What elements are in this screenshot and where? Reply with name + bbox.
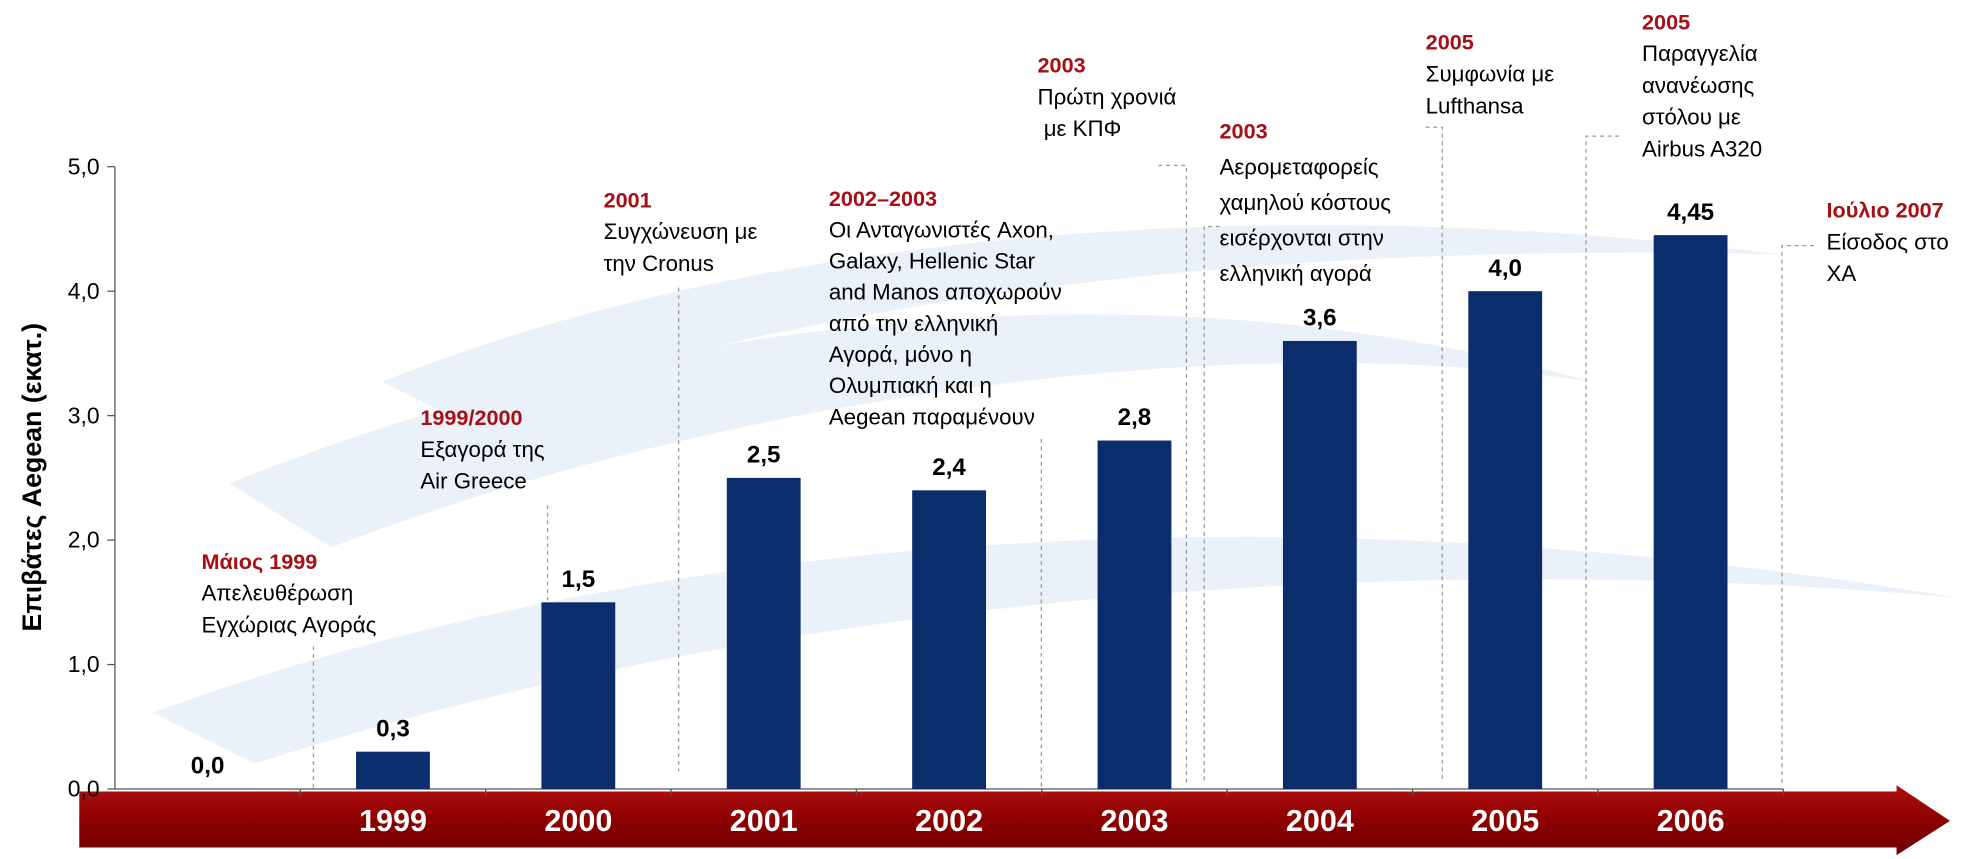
x-tick-label: 2001 — [730, 804, 798, 838]
leader-line — [1203, 225, 1220, 783]
value-label: 4,0 — [1488, 255, 1522, 282]
background-swoosh — [153, 225, 1961, 764]
y-tick-label: 3,0 — [68, 402, 100, 428]
annotation-date: Ιούλιο 2007 — [1827, 198, 1944, 223]
annotation-text: Συμφωνία με — [1426, 61, 1555, 86]
annotation-text: εισέρχονται στην — [1220, 226, 1384, 251]
value-label: 4,45 — [1667, 199, 1714, 226]
annotation-text: την Cronus — [604, 251, 714, 276]
value-label: 0,3 — [376, 715, 410, 742]
value-label: 1,5 — [562, 566, 596, 593]
value-label: 2,4 — [932, 454, 966, 481]
annotation-text: Αερομεταφορείς — [1220, 154, 1379, 179]
y-tick-label: 4,0 — [68, 278, 100, 304]
y-tick-label: 0,0 — [68, 776, 100, 802]
annotation-text: Συγχώνευση με — [604, 219, 758, 244]
annotation-text: ΧΑ — [1827, 261, 1857, 286]
annotation-text: ανανέωσης — [1642, 73, 1754, 98]
annotation-date: 2001 — [604, 187, 652, 212]
x-tick-label: 2004 — [1286, 804, 1354, 838]
y-tick-label: 1,0 — [68, 651, 100, 677]
annotation-date: 2003 — [1220, 119, 1268, 144]
annotation-text: χαμηλού κόστους — [1220, 190, 1392, 215]
annotation-text: Aegean παραμένουν — [829, 404, 1035, 429]
annotation-text: Εξαγορά της — [420, 437, 545, 462]
annotation-date: 2002–2003 — [829, 186, 937, 211]
bar — [1282, 340, 1357, 790]
leader-line — [1781, 244, 1814, 783]
annotation-text: Galaxy, Hellenic Star — [829, 249, 1036, 274]
leader-line — [1158, 164, 1188, 783]
y-tick-label: 5,0 — [68, 153, 100, 179]
x-tick-label: 2002 — [915, 804, 983, 838]
annotation-text: Ολυμπιακή και η — [829, 373, 992, 398]
y-tick-label: 2,0 — [68, 527, 100, 553]
bar — [356, 751, 430, 790]
annotation-text: Lufthansa — [1426, 93, 1524, 118]
leader-line — [1425, 126, 1443, 783]
annotation-text: Πρώτη χρονιά — [1038, 84, 1177, 109]
annotation-date: 2005 — [1426, 30, 1474, 55]
value-label: 2,8 — [1118, 404, 1152, 431]
x-tick-label: 2000 — [544, 804, 612, 838]
annotation-text: Απελευθέρωση — [201, 581, 353, 606]
bar — [1097, 440, 1172, 790]
annotation-text: Airbus A320 — [1642, 137, 1762, 162]
annotation-date: Μάιος 1999 — [201, 549, 317, 574]
annotation-text: με ΚΠΦ — [1038, 116, 1122, 141]
value-label: 2,5 — [747, 442, 781, 469]
annotation-date: 1999/2000 — [420, 405, 522, 430]
annotation-text: Air Greece — [420, 469, 526, 494]
annotation-date: 2003 — [1038, 53, 1086, 78]
x-tick-label: 2005 — [1471, 804, 1539, 838]
bar — [1468, 291, 1543, 790]
bar — [1653, 235, 1728, 790]
annotation-text: Εγχώριας Αγοράς — [201, 612, 376, 637]
value-label: 3,6 — [1303, 305, 1337, 332]
annotation-text: Οι Ανταγωνιστές Axon, — [829, 217, 1054, 242]
bar — [726, 477, 801, 790]
annotation-text: Αγορά, μόνο η — [829, 342, 972, 367]
y-axis-label: Επιβάτες Aegean (εκατ.) — [17, 323, 47, 632]
annotation-text: ελληνική αγορά — [1220, 261, 1372, 286]
bar — [541, 602, 616, 790]
annotation-date: 2005 — [1642, 9, 1690, 34]
timeline-arrow — [79, 785, 1950, 856]
annotation-text: and Manos αποχωρούν — [829, 280, 1062, 305]
x-tick-label: 1999 — [359, 804, 427, 838]
bar — [912, 490, 987, 790]
leader-line — [1585, 135, 1620, 783]
annotation-text: από την ελληνική — [829, 311, 998, 336]
x-tick-label: 2003 — [1101, 804, 1169, 838]
x-tick-label: 2006 — [1657, 804, 1725, 838]
annotation-text: Παραγγελία — [1642, 41, 1758, 66]
annotation-text: Είσοδος στο — [1827, 229, 1949, 254]
value-label: 0,0 — [191, 753, 225, 780]
annotation-text: στόλου με — [1642, 105, 1741, 130]
